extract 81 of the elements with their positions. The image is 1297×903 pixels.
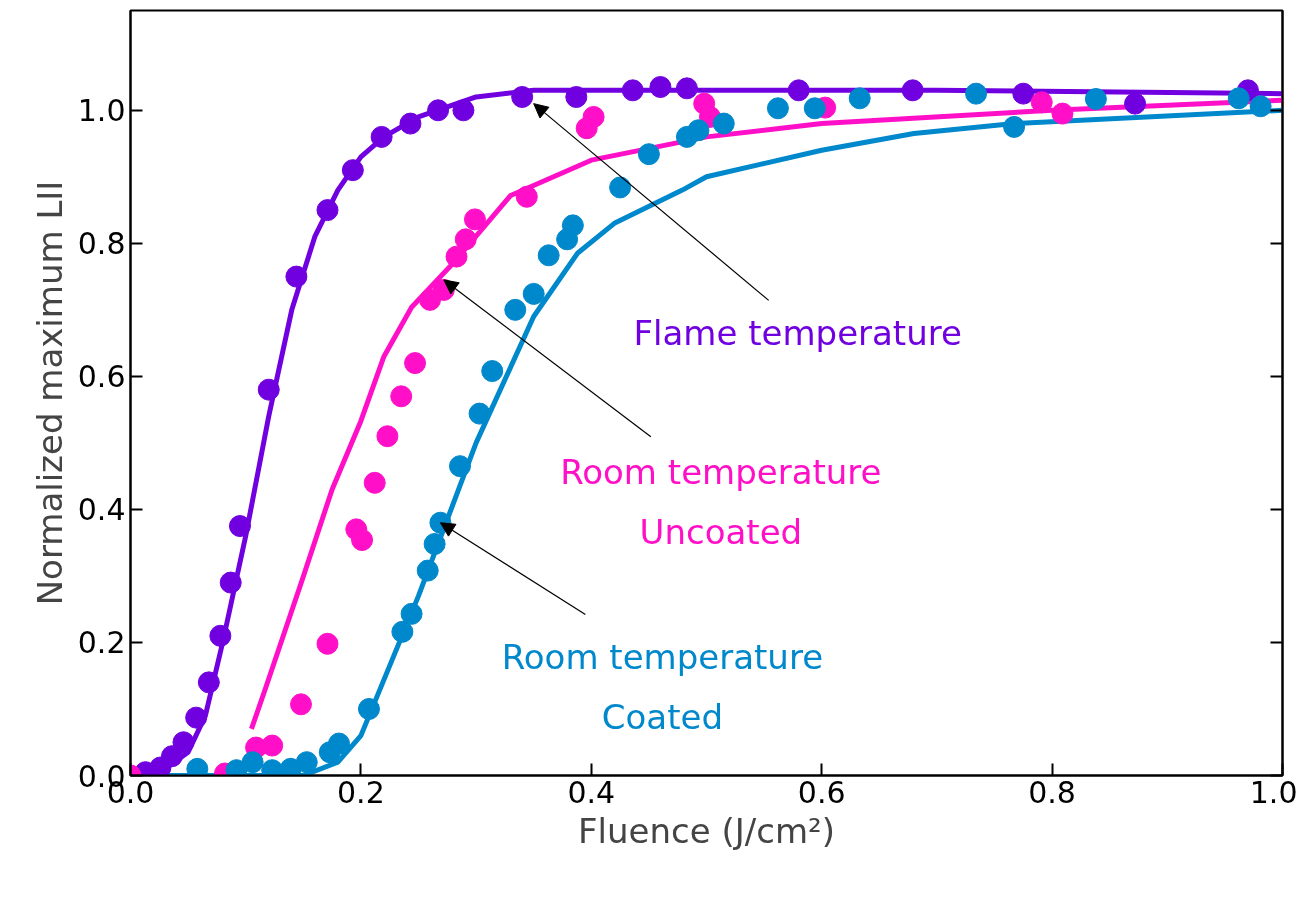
point: [522, 282, 545, 305]
point: [637, 143, 660, 166]
point: [649, 76, 672, 98]
x-tick-label: 0.8: [1028, 774, 1076, 810]
point: [172, 731, 195, 754]
point: [390, 385, 413, 408]
point: [687, 119, 710, 142]
point: [290, 693, 312, 716]
x-axis-title: Fluence (J/cm²): [578, 810, 835, 851]
point: [454, 228, 477, 251]
point: [537, 244, 560, 267]
point: [209, 624, 232, 647]
point: [448, 455, 471, 478]
point: [404, 352, 427, 375]
point: [370, 125, 393, 148]
point: [185, 706, 208, 729]
point: [357, 698, 380, 720]
point: [582, 105, 605, 128]
point: [391, 620, 414, 643]
point: [1227, 87, 1250, 110]
annotation: Room temperature Uncoated: [560, 451, 882, 552]
point: [1249, 95, 1272, 118]
point: [363, 471, 386, 494]
annotation: Room temperature Coated: [501, 636, 824, 737]
point: [452, 99, 475, 122]
point: [295, 751, 318, 774]
point: [609, 176, 632, 199]
point: [1012, 82, 1035, 105]
y-tick-label: 1.0: [77, 93, 126, 129]
point: [766, 97, 789, 120]
point: [400, 602, 423, 625]
point: [197, 671, 220, 694]
point: [848, 87, 871, 110]
y-tick-label: 0.4: [77, 492, 126, 528]
point: [621, 79, 644, 102]
point: [803, 97, 826, 120]
point: [351, 529, 374, 551]
point: [901, 79, 924, 102]
point: [515, 185, 538, 208]
annotation: Flame temperature: [633, 312, 962, 353]
point: [1124, 92, 1147, 115]
point: [399, 112, 422, 135]
y-axis-title: Normalized maximum LII: [29, 180, 70, 606]
point: [481, 360, 504, 383]
point: [228, 515, 251, 538]
point: [416, 559, 439, 582]
point: [341, 159, 364, 182]
point: [285, 265, 308, 288]
point: [423, 533, 446, 555]
point: [316, 632, 339, 655]
point: [376, 425, 399, 448]
point: [1030, 91, 1053, 114]
point: [316, 199, 339, 222]
point: [445, 245, 468, 268]
point: [504, 298, 527, 321]
point: [427, 99, 450, 122]
x-tick-label: 0.2: [337, 774, 385, 810]
point: [160, 745, 183, 768]
point: [511, 86, 534, 108]
x-tick-label: 0.6: [797, 774, 846, 810]
point: [965, 82, 988, 105]
point: [565, 86, 588, 108]
point: [561, 214, 584, 237]
y-tick-label: 0.2: [77, 625, 126, 661]
point: [261, 734, 284, 757]
point: [1051, 102, 1074, 125]
point: [1084, 87, 1107, 110]
point: [328, 732, 351, 755]
x-tick-label: 1.0: [1249, 774, 1297, 810]
point: [219, 571, 242, 594]
y-tick-label: 0.6: [77, 359, 126, 395]
point: [257, 378, 280, 401]
point: [787, 79, 810, 102]
point: [675, 77, 698, 100]
y-tick-label: 0.8: [77, 226, 126, 262]
point: [712, 112, 735, 135]
point: [463, 208, 486, 231]
x-tick-label: 0.4: [567, 774, 616, 810]
point: [1003, 115, 1026, 138]
point: [468, 402, 491, 425]
point: [241, 751, 264, 774]
